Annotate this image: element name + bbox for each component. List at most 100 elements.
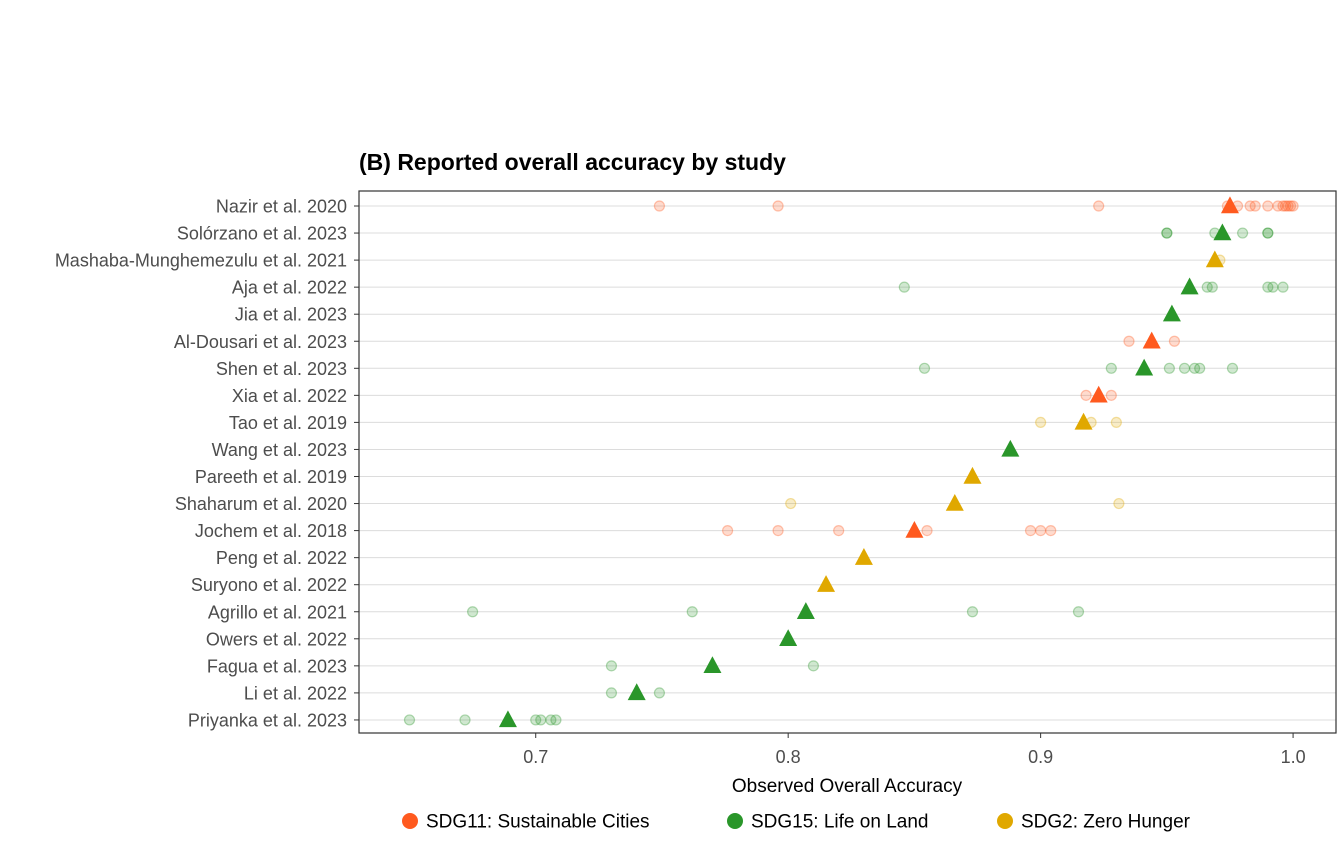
- mean-triangle: [945, 493, 964, 511]
- observation-point: [1262, 281, 1274, 293]
- observation-point: [1206, 281, 1218, 293]
- observation-point: [1161, 227, 1173, 239]
- mean-triangle: [1205, 250, 1224, 268]
- mean-triangle: [1162, 304, 1181, 322]
- observation-point: [1072, 606, 1085, 618]
- observation-point: [1123, 335, 1135, 347]
- mean-triangle: [1074, 412, 1093, 430]
- study-label: Al-Dousari et al. 2023: [174, 332, 347, 352]
- mean-triangle: [627, 683, 646, 701]
- chart-title: (B) Reported overall accuracy by study: [359, 149, 786, 175]
- observation-point: [1105, 362, 1117, 374]
- study-label: Jia et al. 2023: [235, 305, 347, 325]
- legend-swatch: [997, 813, 1013, 829]
- observation-point: [1279, 200, 1292, 212]
- study-label: Owers et al. 2022: [206, 629, 347, 649]
- mean-triangle: [796, 602, 815, 619]
- observation-point: [545, 714, 557, 726]
- study-label: Jochem et al. 2018: [195, 521, 347, 541]
- observation-point: [653, 200, 666, 212]
- mean-triangle: [1142, 331, 1161, 349]
- observation-point: [966, 606, 979, 618]
- study-label: Tao et al. 2019: [229, 413, 347, 433]
- observation-point: [1201, 281, 1213, 293]
- observation-point: [605, 660, 618, 672]
- observation-point: [653, 687, 666, 699]
- observation-point: [1236, 227, 1249, 239]
- observation-points: [403, 200, 1299, 726]
- mean-triangle: [1220, 196, 1239, 214]
- observation-point: [1262, 200, 1274, 212]
- observation-point: [1178, 362, 1191, 374]
- observation-point: [833, 524, 845, 537]
- observation-point: [1105, 389, 1117, 401]
- observation-point: [1163, 362, 1175, 374]
- mean-triangle: [905, 521, 924, 538]
- observation-point: [535, 714, 547, 726]
- observation-point: [721, 524, 734, 537]
- observation-point: [686, 606, 698, 618]
- mean-triangle: [779, 629, 798, 646]
- mean-triangle: [854, 548, 873, 565]
- study-label: Li et al. 2022: [244, 683, 347, 703]
- study-label: Pareeth et al. 2019: [195, 467, 347, 487]
- mean-triangle: [498, 710, 517, 728]
- mean-triangle: [1213, 223, 1232, 241]
- observation-point: [785, 497, 797, 510]
- observation-point: [807, 660, 820, 672]
- observation-point: [1035, 524, 1047, 537]
- legend-swatch: [727, 813, 743, 829]
- mean-triangle: [1180, 277, 1199, 295]
- study-label: Aja et al. 2022: [232, 278, 347, 298]
- study-label: Shaharum et al. 2020: [175, 494, 347, 514]
- observation-point: [1110, 416, 1122, 428]
- study-label: Peng et al. 2022: [216, 548, 347, 568]
- observation-point: [1282, 200, 1294, 212]
- mean-triangle: [817, 575, 836, 592]
- observation-point: [1113, 497, 1125, 510]
- observation-point: [772, 200, 784, 212]
- observation-point: [550, 714, 562, 726]
- legend-label: SDG2: Zero Hunger: [1021, 812, 1191, 833]
- study-label: Xia et al. 2022: [232, 386, 347, 406]
- observation-point: [403, 714, 416, 726]
- x-tick-label: 1.0: [1281, 747, 1306, 767]
- study-label: Wang et al. 2023: [212, 440, 347, 460]
- observation-point: [1249, 200, 1261, 212]
- mean-triangle: [963, 466, 982, 484]
- grid-lines: [359, 205, 1336, 721]
- plot-frame: [358, 190, 1337, 734]
- x-axis-ticks: 0.7 0.8 0.9 1.0: [523, 733, 1306, 767]
- study-label: Priyanka et al. 2023: [188, 710, 347, 730]
- observation-point: [605, 687, 618, 699]
- legend-label: SDG11: Sustainable Cities: [426, 812, 650, 833]
- study-label: Solórzano et al. 2023: [177, 224, 347, 244]
- observation-point: [1194, 362, 1206, 374]
- observation-point: [467, 606, 479, 618]
- study-label: Agrillo et al. 2021: [208, 602, 347, 622]
- observation-point: [1093, 200, 1105, 212]
- observation-point: [1277, 281, 1289, 293]
- observation-point: [921, 524, 933, 537]
- observation-point: [918, 362, 931, 374]
- observation-point: [898, 281, 910, 293]
- study-label: Suryono et al. 2022: [191, 575, 347, 595]
- x-tick-label: 0.9: [1028, 747, 1053, 767]
- observation-point: [1244, 200, 1256, 212]
- observation-point: [1035, 416, 1047, 428]
- observation-point: [1262, 227, 1274, 239]
- study-label: Fagua et al. 2023: [207, 656, 347, 676]
- mean-triangle: [1089, 385, 1108, 403]
- legend: SDG11: Sustainable Cities SDG15: Life on …: [402, 812, 1191, 833]
- observation-point: [1287, 200, 1299, 212]
- observation-point: [1045, 524, 1057, 537]
- observation-point: [1284, 200, 1297, 212]
- observation-point: [1226, 362, 1239, 374]
- observation-point: [1080, 389, 1092, 401]
- observation-point: [1024, 524, 1037, 537]
- study-label: Nazir et al. 2020: [216, 197, 347, 217]
- study-label: Mashaba-Munghemezulu et al. 2021: [55, 251, 347, 271]
- legend-label: SDG15: Life on Land: [751, 812, 928, 833]
